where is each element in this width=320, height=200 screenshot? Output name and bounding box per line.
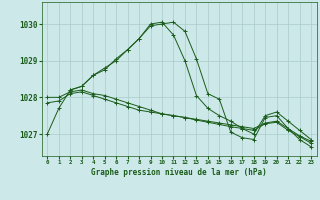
X-axis label: Graphe pression niveau de la mer (hPa): Graphe pression niveau de la mer (hPa) — [91, 168, 267, 177]
